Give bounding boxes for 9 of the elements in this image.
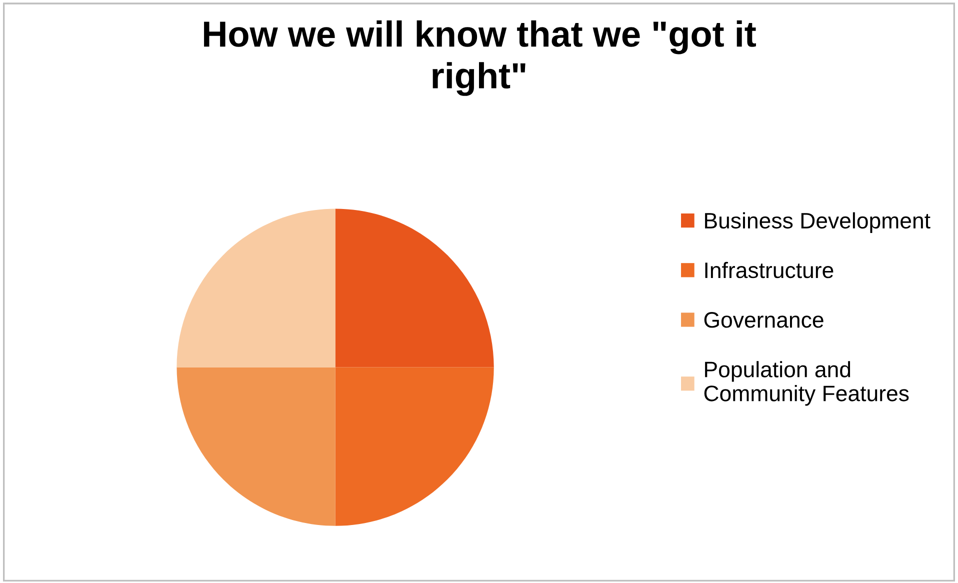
legend-label: Business Development [705, 212, 930, 233]
legend-label: Population and Community Features [704, 361, 909, 406]
chart-title: How we will know that we "got it right" [204, 20, 756, 96]
pie-slice [335, 367, 494, 526]
pie-slice [335, 208, 494, 368]
pie-slice [176, 367, 336, 526]
legend-label: Infrastructure [705, 262, 834, 278]
legend-label: Governance [704, 312, 824, 328]
pie-slice [176, 208, 336, 368]
